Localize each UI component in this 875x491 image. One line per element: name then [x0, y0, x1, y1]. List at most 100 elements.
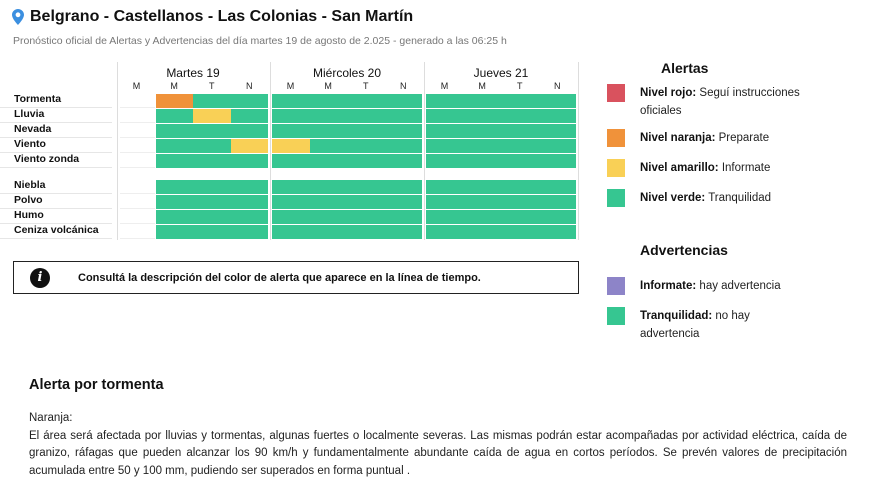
timeline-cell-green [347, 94, 386, 108]
row-divider [0, 107, 112, 108]
timeline-cell-green [463, 94, 502, 108]
timeline-cell-green [230, 94, 268, 108]
column-divider [424, 62, 425, 240]
timeline-cell-green [347, 109, 386, 123]
timeline-cell-yellow [230, 139, 268, 153]
timeline-cell-green [538, 109, 576, 123]
timeline-cell-green [426, 139, 465, 153]
timeline-cell-green [272, 180, 311, 194]
timeline-cell-green [230, 195, 268, 209]
timeline-cell-green [463, 225, 502, 239]
legend-item-purple: Informate: hay advertencia [607, 277, 867, 295]
timeline-cell-green [230, 180, 268, 194]
timeline-cell-green [463, 180, 502, 194]
timeline-cell-green [155, 109, 194, 123]
legend-desc: hay advertencia [696, 280, 781, 292]
slot-header: M [440, 81, 449, 91]
legend-item-red: Nivel rojo: Seguí instrucciones oficiale… [607, 84, 867, 120]
slot-header: T [516, 81, 523, 91]
day-header: Jueves 21 [473, 66, 529, 80]
row-label-viento-zonda: Viento zonda [14, 153, 80, 165]
timeline-cell-green [193, 195, 232, 209]
timeline-cell-green [347, 195, 386, 209]
legend-level: Nivel amarillo: [640, 162, 719, 174]
row-divider [0, 193, 112, 194]
legend-text: Informate: hay advertencia [640, 277, 800, 295]
legend-level: Nivel rojo: [640, 87, 697, 99]
timeline-cell-green [538, 154, 576, 168]
row-divider [0, 152, 112, 153]
timeline-cell-green [538, 124, 576, 138]
timeline-cell-green [426, 94, 465, 108]
legend-level: Tranquilidad: [640, 310, 713, 322]
info-icon: i [30, 267, 50, 288]
color-swatch [607, 129, 625, 147]
timeline-cell-green [384, 210, 422, 224]
column-divider [117, 62, 118, 240]
slot-header: N [246, 81, 253, 91]
timeline-cell-yellow [193, 109, 232, 123]
slot-header: T [362, 81, 369, 91]
timeline-cell-green [384, 109, 422, 123]
timeline-cell-green [155, 225, 194, 239]
timeline-cell-green [230, 225, 268, 239]
timeline-cell-green [309, 139, 348, 153]
timeline-cell-green [538, 139, 576, 153]
timeline-cell-green [463, 139, 502, 153]
timeline-cell-green [347, 210, 386, 224]
timeline-cell-green [426, 180, 465, 194]
timeline-cell-green [463, 210, 502, 224]
timeline-cell-green [193, 124, 232, 138]
legend-item-yellow: Nivel amarillo: Informate [607, 159, 867, 177]
color-swatch [607, 159, 625, 177]
row-divider [0, 208, 112, 209]
legend-level: Nivel verde: [640, 192, 706, 204]
timeline-cell-green [272, 109, 311, 123]
legend-item-green: Nivel verde: Tranquilidad [607, 189, 867, 207]
timeline-cell-green [272, 195, 311, 209]
timeline-cell-green [538, 225, 576, 239]
map-pin-icon [12, 9, 24, 25]
info-box: i Consultá la descripción del color de a… [13, 261, 579, 294]
timeline-cell-orange [155, 94, 194, 108]
timeline-cell-green [155, 139, 194, 153]
row-label-lluvia: Lluvia [14, 108, 45, 120]
timeline-cell-green [501, 225, 540, 239]
timeline-cell-green [501, 180, 540, 194]
timeline-cell-green [193, 210, 232, 224]
slot-header: M [286, 81, 295, 91]
timeline-cell-green [193, 154, 232, 168]
legend-text: Nivel amarillo: Informate [640, 159, 800, 177]
timeline-cell-green [193, 139, 232, 153]
timeline-cell-green [384, 154, 422, 168]
timeline-cell-green [272, 94, 311, 108]
day-header: Miércoles 20 [312, 66, 382, 80]
timeline-cell-green [426, 225, 465, 239]
timeline-cell-green [272, 225, 311, 239]
legend-alerts-title: Alertas [661, 60, 709, 76]
timeline-cell-green [230, 109, 268, 123]
timeline-cell-green [538, 195, 576, 209]
timeline-cell-green [309, 180, 348, 194]
timeline-cell-green [463, 195, 502, 209]
timeline-cell-green [384, 94, 422, 108]
timeline-cell-green [463, 109, 502, 123]
timeline-cell-green [426, 154, 465, 168]
row-label-niebla: Niebla [14, 179, 46, 191]
timeline-cell-green [463, 124, 502, 138]
timeline-cell-green [384, 139, 422, 153]
color-swatch [607, 277, 625, 295]
info-text: Consultá la descripción del color de ale… [78, 271, 481, 284]
header: Belgrano - Castellanos - Las Colonias - … [12, 8, 413, 26]
page-title: Belgrano - Castellanos - Las Colonias - … [30, 8, 414, 25]
legend-level: Informate: [640, 280, 697, 292]
row-divider [0, 238, 112, 239]
timeline-cell-green [309, 154, 348, 168]
timeline-cell-green [230, 154, 268, 168]
alert-level: Naranja: [29, 412, 73, 424]
timeline-cell-green [538, 210, 576, 224]
legend-text: Nivel naranja: Preparate [640, 129, 800, 147]
legend-text: Nivel verde: Tranquilidad [640, 189, 800, 207]
row-divider [0, 223, 112, 224]
row-divider [120, 152, 155, 153]
